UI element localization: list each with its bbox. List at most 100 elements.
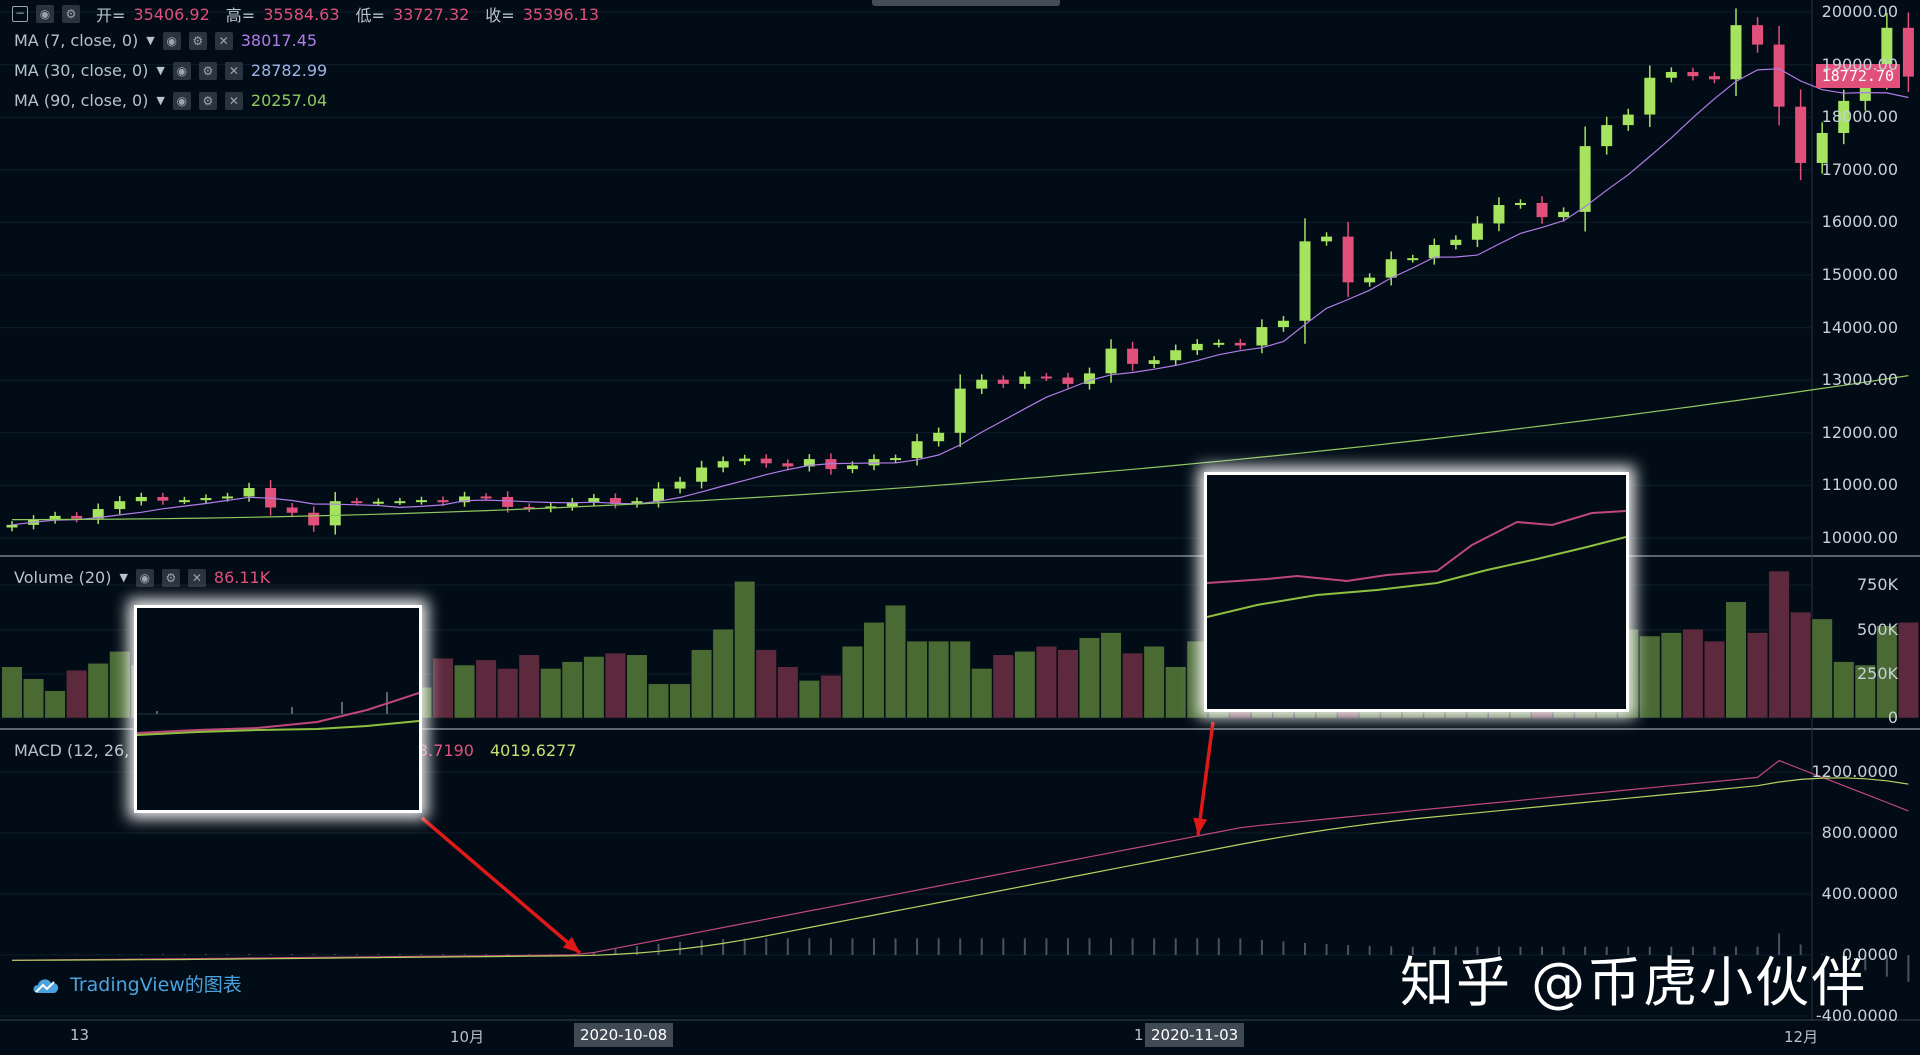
candle-body	[1601, 125, 1613, 147]
chevron-down-icon[interactable]: ▼	[156, 94, 165, 107]
macd-values: 3.7190 4019.6277	[418, 741, 577, 760]
candle-body	[135, 496, 147, 502]
close-icon[interactable]: ✕	[224, 91, 243, 110]
candle-body	[157, 496, 169, 501]
candle-body	[1084, 373, 1095, 384]
candle-body	[911, 441, 923, 459]
volume-bar	[626, 654, 648, 719]
volume-bar	[1165, 666, 1187, 719]
candle-body	[976, 379, 988, 389]
inset-right-plot	[1206, 510, 1627, 618]
annotation-arrow-right-head	[1193, 817, 1208, 835]
macd-tick-label: 400.0000	[1821, 884, 1898, 903]
close-icon[interactable]: ✕	[187, 568, 206, 587]
volume-value: 86.11K	[213, 568, 271, 587]
volume-bar	[1811, 618, 1833, 719]
candle-body	[200, 498, 212, 501]
gear-icon[interactable]: ⚙	[161, 568, 180, 587]
candle-body	[760, 458, 772, 464]
volume-bar	[1143, 645, 1165, 719]
eye-icon[interactable]: ◉	[36, 5, 54, 23]
gear-icon[interactable]: ⚙	[198, 61, 217, 80]
volume-bar	[44, 690, 66, 719]
ma30-legend[interactable]: MA (30, close, 0) ▼ ◉ ⚙ ✕ 28782.99	[14, 61, 327, 80]
volume-legend[interactable]: Volume (20) ▼ ◉ ⚙ ✕ 86.11K	[14, 568, 270, 587]
candle-body	[631, 501, 643, 504]
eye-icon[interactable]: ◉	[172, 61, 191, 80]
gear-icon[interactable]: ⚙	[62, 5, 80, 23]
eye-icon[interactable]: ◉	[162, 31, 181, 50]
volume-bar	[1639, 635, 1661, 719]
gear-icon[interactable]: ⚙	[188, 31, 207, 50]
candle-body	[696, 467, 708, 482]
candle-body	[1299, 241, 1311, 321]
chevron-down-icon[interactable]: ▼	[146, 34, 155, 47]
close-icon[interactable]: ✕	[224, 61, 243, 80]
candle-body	[1385, 259, 1397, 278]
ma7-value: 38017.45	[240, 31, 318, 50]
volume-bar	[734, 581, 756, 719]
volume-bar	[1122, 652, 1144, 719]
candle-body	[437, 500, 449, 503]
candle-body	[222, 496, 233, 499]
price-tick-label: 10000.00	[1821, 528, 1898, 547]
gear-icon[interactable]: ⚙	[198, 91, 217, 110]
candle-body	[1579, 146, 1591, 212]
volume-bar	[777, 666, 799, 719]
chevron-down-icon[interactable]: ▼	[119, 571, 128, 584]
ma90-legend[interactable]: MA (90, close, 0) ▼ ◉ ⚙ ✕ 20257.04	[14, 91, 327, 110]
open-key: 开=	[96, 6, 126, 25]
volume-bar	[647, 683, 670, 719]
volume-tick-label: 750K	[1856, 575, 1898, 594]
candle-body	[868, 459, 880, 466]
volume-bar	[1897, 622, 1919, 719]
candle-body	[1644, 77, 1656, 115]
x-tick-oct: 10月	[450, 1028, 485, 1046]
price-tick-label: 20000.00	[1821, 2, 1898, 21]
volume-bar	[432, 657, 454, 719]
toolbar-handle[interactable]	[872, 0, 1060, 6]
candle-body	[1838, 100, 1850, 133]
tradingview-logo[interactable]: TradingView的图表	[30, 970, 242, 997]
volume-bar	[1747, 632, 1769, 719]
volume-label: Volume (20)	[14, 568, 112, 587]
candle-body	[178, 500, 190, 503]
last-price-tag: 18772.70	[1815, 64, 1900, 88]
candle-body	[394, 501, 406, 504]
volume-bar	[906, 640, 928, 719]
candle-body	[890, 458, 902, 461]
candle-body	[1902, 27, 1914, 77]
eye-icon[interactable]: ◉	[135, 568, 154, 587]
candle-body	[1170, 350, 1182, 361]
candle-body	[1407, 258, 1419, 261]
candle-body	[997, 379, 1009, 384]
volume-bar	[1768, 570, 1790, 719]
ma7-label: MA (7, close, 0)	[14, 31, 139, 50]
chevron-down-icon[interactable]: ▼	[156, 64, 165, 77]
volume-bar	[1057, 649, 1079, 719]
candle-body	[1105, 348, 1117, 374]
candle-body	[1019, 376, 1031, 384]
macd-tick-label: -400.0000	[1815, 1006, 1898, 1025]
volume-bar	[454, 664, 476, 719]
collapse-square-icon[interactable]: −	[12, 6, 28, 22]
macd-label: MACD (12, 26,	[14, 741, 130, 760]
volume-bar	[992, 654, 1014, 719]
ma7-legend[interactable]: MA (7, close, 0) ▼ ◉ ⚙ ✕ 38017.45	[14, 31, 317, 50]
ma30-value: 28782.99	[250, 61, 328, 80]
volume-bar	[841, 645, 863, 719]
price-tick-label: 13000.00	[1821, 370, 1898, 390]
candle-body	[588, 498, 600, 503]
close-icon[interactable]: ✕	[214, 31, 233, 50]
candle-body	[286, 507, 298, 513]
inset-signal-line	[136, 720, 420, 736]
high-value: 35584.63	[263, 4, 340, 24]
candle-body	[1816, 132, 1828, 163]
macd-legend[interactable]: MACD (12, 26,	[14, 741, 129, 760]
date-tag-2: 2020-11-03	[1145, 1023, 1245, 1047]
volume-bar	[1682, 628, 1704, 719]
volume-bar	[87, 663, 109, 719]
candle-body	[653, 488, 664, 502]
eye-icon[interactable]: ◉	[172, 91, 191, 110]
